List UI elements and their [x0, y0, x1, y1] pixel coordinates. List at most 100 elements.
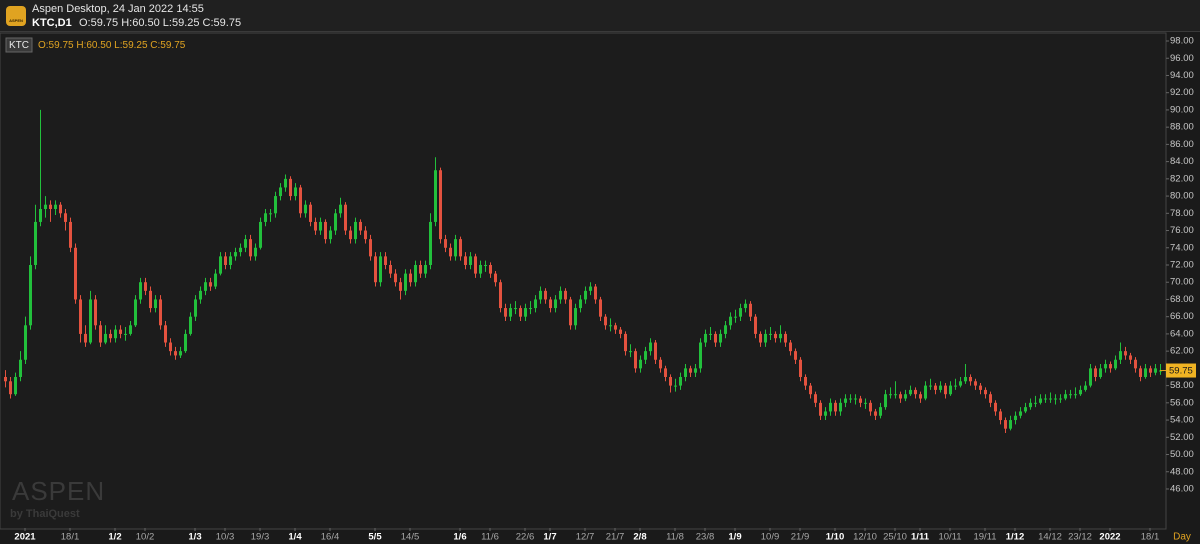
candle-body	[789, 342, 792, 352]
y-tick-label: 48.00	[1170, 466, 1194, 477]
candle-body	[24, 325, 27, 360]
candle-body	[704, 333, 707, 343]
x-tick-label: 19/11	[973, 532, 996, 543]
watermark: ASPEN	[12, 476, 105, 506]
candle-body	[359, 221, 362, 231]
candle-body	[529, 308, 532, 310]
candle-body	[99, 325, 102, 343]
candle-body	[144, 282, 147, 291]
candle-body	[554, 299, 557, 309]
candle-body	[669, 376, 672, 386]
candle-body	[79, 299, 82, 334]
candle-body	[599, 299, 602, 317]
x-tick-label: 21/9	[791, 532, 810, 543]
x-tick-label: 18/1	[61, 532, 80, 543]
candle-body	[269, 213, 272, 215]
candle-body	[1039, 398, 1042, 403]
candle-body	[499, 282, 502, 309]
x-tick-label: 12/7	[576, 532, 595, 543]
title-bar: ASPEN Aspen Desktop, 24 Jan 2022 14:55 K…	[0, 0, 1200, 32]
candle-body	[409, 273, 412, 283]
candle-body	[564, 290, 567, 300]
candle-body	[884, 394, 887, 408]
candle-body	[374, 256, 377, 283]
candle-body	[189, 316, 192, 334]
y-tick-label: 94.00	[1170, 70, 1194, 81]
candle-body	[989, 394, 992, 403]
app-logo[interactable]: ASPEN	[6, 6, 26, 26]
candle-body	[1044, 398, 1047, 400]
candle-body	[449, 247, 452, 257]
candle-body	[754, 316, 757, 334]
candle-body	[169, 342, 172, 352]
candle-body	[974, 381, 977, 386]
x-tick-label: 1/6	[453, 532, 466, 543]
candle-body	[1109, 364, 1112, 369]
candle-body	[239, 247, 242, 253]
candle-body	[524, 308, 527, 317]
candle-body	[634, 351, 637, 369]
y-tick-label: 52.00	[1170, 432, 1194, 443]
candle-body	[914, 389, 917, 395]
candle-body	[234, 252, 237, 257]
y-tick-label: 58.00	[1170, 380, 1194, 391]
y-tick-label: 50.00	[1170, 449, 1194, 460]
candle-body	[964, 376, 967, 382]
candle-body	[679, 376, 682, 386]
candle-body	[434, 170, 437, 222]
candle-body	[394, 273, 397, 283]
y-tick-label: 88.00	[1170, 122, 1194, 133]
y-tick-label: 68.00	[1170, 294, 1194, 305]
x-tick-label: 25/10	[883, 532, 907, 543]
candle-body	[829, 402, 832, 412]
candle-body	[539, 290, 542, 300]
candle-body	[474, 256, 477, 274]
candle-body	[44, 204, 47, 209]
candle-body	[1069, 394, 1072, 396]
candle-body	[699, 342, 702, 369]
candle-body	[439, 170, 442, 240]
candle-body	[844, 398, 847, 403]
candle-body	[179, 351, 182, 356]
y-tick-label: 62.00	[1170, 346, 1194, 357]
y-tick-label: 78.00	[1170, 208, 1194, 219]
candle-body	[324, 221, 327, 240]
x-tick-label: 1/2	[108, 532, 121, 543]
candle-body	[384, 256, 387, 265]
candle-body	[454, 239, 457, 257]
candle-body	[1059, 398, 1062, 400]
candle-body	[304, 204, 307, 214]
candle-body	[664, 368, 667, 377]
candle-body	[94, 299, 97, 326]
candle-body	[569, 299, 572, 326]
last-price-tag	[1166, 363, 1196, 378]
candle-body	[419, 264, 422, 274]
candle-body	[919, 394, 922, 399]
y-tick-label: 98.00	[1170, 36, 1194, 47]
candle-body	[119, 329, 122, 334]
candle-body	[889, 394, 892, 396]
symbol-label: KTC	[9, 40, 29, 51]
candle-body	[984, 389, 987, 395]
candle-body	[19, 359, 22, 377]
plot-area	[0, 32, 1167, 530]
candle-body	[339, 204, 342, 214]
candle-body	[1014, 415, 1017, 421]
candle-body	[744, 303, 747, 309]
candle-body	[904, 394, 907, 399]
watermark-sub: by ThaiQuest	[10, 508, 80, 520]
y-tick-label: 46.00	[1170, 483, 1194, 494]
candle-body	[34, 221, 37, 265]
candle-body	[1154, 368, 1157, 373]
candle-body	[999, 411, 1002, 421]
candle-body	[994, 402, 997, 412]
candle-body	[4, 376, 7, 382]
candle-body	[1074, 394, 1077, 396]
candle-body	[819, 402, 822, 416]
candle-body	[1134, 359, 1137, 369]
x-tick-label: 2/8	[633, 532, 646, 543]
candle-body	[264, 213, 267, 222]
candle-body	[294, 187, 297, 197]
x-tick-label: 10/11	[938, 532, 961, 543]
